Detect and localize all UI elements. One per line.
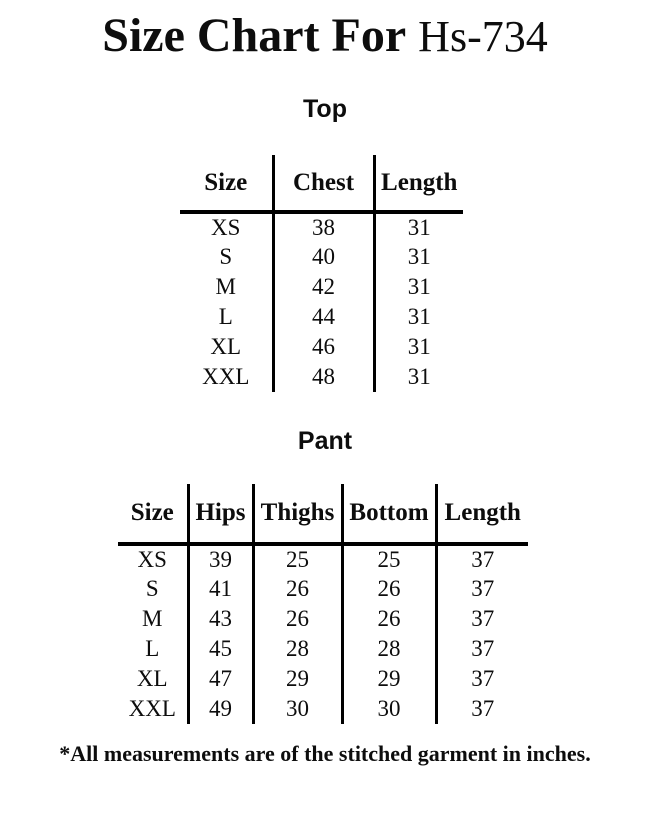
table-row: XS 38 31 [180,212,463,242]
page-title-style-code: Hs-734 [418,12,548,61]
table-cell: 43 [186,604,253,634]
table-row: L 44 31 [180,302,463,332]
table-cell: M [142,606,163,631]
table-cell: S [219,244,233,269]
table-cell: 26 [251,604,342,634]
table-cell: 47 [186,664,253,694]
column-header: Size [118,484,188,546]
table-cell: 37 [434,604,528,634]
table-cell: 31 [372,332,463,362]
top-table-header: Size Chest Length [180,155,463,214]
measurement-footnote: *All measurements are of the stitched ga… [59,741,591,766]
table-cell: 25 [340,544,436,574]
column-header: Length [434,484,528,546]
table-cell: XL [210,334,242,359]
table-cell: 31 [372,362,463,392]
header-row: Size Hips Thighs Bottom Length [118,484,528,546]
column-header: Chest [271,155,374,214]
table-cell: 30 [251,694,342,724]
table-row: XXL 48 31 [180,362,463,392]
table-cell: 38 [271,212,374,242]
table-cell: 25 [251,544,342,574]
table-cell: XS [137,547,167,572]
table-row: XS 39 25 25 37 [118,544,528,574]
table-cell: 31 [372,212,463,242]
table-row: L 45 28 28 37 [118,634,528,664]
header-row: Size Chest Length [180,155,463,214]
page-title-main: Size Chart For [102,9,407,62]
table-cell: 31 [372,272,463,302]
table-cell: 40 [271,242,374,272]
table-row: XL 46 31 [180,332,463,362]
table-row: S 41 26 26 37 [118,574,528,604]
table-cell: 29 [340,664,436,694]
table-cell: XXL [202,364,250,389]
column-header: Size [180,155,273,214]
table-row: S 40 31 [180,242,463,272]
table-cell: 46 [271,332,374,362]
table-cell: 42 [271,272,374,302]
table-cell: XL [136,666,168,691]
column-header: Bottom [340,484,436,546]
section-label-top: Top [303,95,347,123]
table-row: M 42 31 [180,272,463,302]
table-cell: 37 [434,664,528,694]
section-label-pant: Pant [297,427,353,455]
table-cell: 28 [251,634,342,664]
table-cell: 48 [271,362,374,392]
table-cell: L [145,636,160,661]
table-cell: 41 [186,574,253,604]
table-cell: 39 [186,544,253,574]
table-cell: 31 [372,242,463,272]
top-table-body: XS 38 31 S 40 31 M 42 31 L 44 31 XL 46 31 XXL 48 31 [180,212,463,392]
table-cell: 26 [340,604,436,634]
pant-size-table: Size Hips Thighs Bottom Length XS 39 25 25 37 S 41… [118,484,528,724]
table-cell: 49 [186,694,253,724]
table-cell: L [218,304,233,329]
table-cell: 45 [186,634,253,664]
table-cell: 29 [251,664,342,694]
table-cell: 37 [434,634,528,664]
table-cell: 28 [340,634,436,664]
table-cell: 37 [434,574,528,604]
table-cell: 30 [340,694,436,724]
table-cell: XXL [128,696,176,721]
pant-table-header: Size Hips Thighs Bottom Length [118,484,528,546]
table-row: XXL 49 30 30 37 [118,694,528,724]
table-cell: 37 [434,694,528,724]
table-cell: 26 [251,574,342,604]
table-cell: 37 [434,544,528,574]
top-size-table: Size Chest Length XS 38 31 S 40 31 M 42 31 L 44 31 XL 4… [180,155,463,392]
table-row: XL 47 29 29 37 [118,664,528,694]
pant-table-body: XS 39 25 25 37 S 41 26 26 37 M 43 26 26 37 L 45 28 28 37 XL 4… [118,544,528,724]
table-cell: M [215,274,236,299]
page-title: Size Chart For Hs-734 [0,8,650,63]
table-cell: 44 [271,302,374,332]
table-cell: 31 [372,302,463,332]
column-header: Thighs [251,484,342,546]
table-cell: S [145,576,159,601]
table-row: M 43 26 26 37 [118,604,528,634]
column-header: Length [372,155,463,214]
column-header: Hips [186,484,253,546]
table-cell: XS [211,215,241,240]
table-cell: 26 [340,574,436,604]
